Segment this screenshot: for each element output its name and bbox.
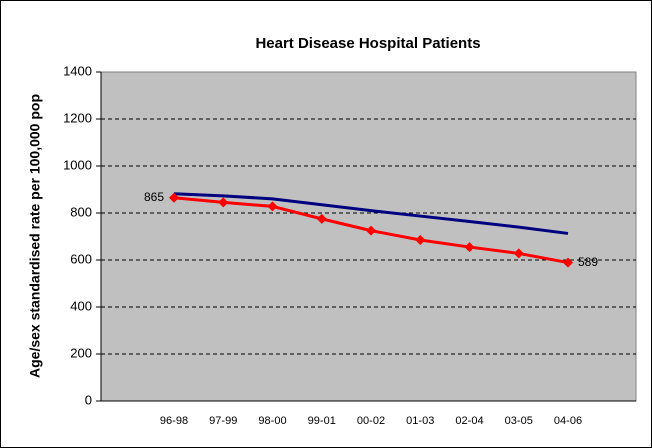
point-marker <box>366 225 376 236</box>
point-marker <box>316 213 327 224</box>
x-tick-label: 99-01 <box>308 415 336 427</box>
x-tick-label: 02-04 <box>455 415 483 427</box>
y-tick-label: 800 <box>70 204 92 219</box>
point-marker <box>267 201 278 212</box>
y-tick-label: 1200 <box>63 110 92 125</box>
plot-area <box>100 71 637 402</box>
point-marker <box>563 257 573 268</box>
point-marker <box>464 242 475 253</box>
data-label: 865 <box>144 190 164 204</box>
x-tick-label: 98-00 <box>258 415 286 427</box>
y-tick-label: 400 <box>70 298 92 313</box>
x-tick-label: 97-99 <box>209 415 237 427</box>
y-tick-label: 1400 <box>63 63 92 78</box>
x-tick-label: 00-02 <box>357 415 385 427</box>
y-tick-label: 1000 <box>63 157 92 172</box>
y-tick-label: 600 <box>70 251 92 266</box>
x-tick-label: 03-05 <box>505 415 533 427</box>
y-tick-label: 200 <box>70 345 92 360</box>
point-marker <box>415 235 426 246</box>
y-axis-label: Age/sex standardised rate per 100,000 po… <box>27 94 43 378</box>
chart-title: Heart Disease Hospital Patients <box>255 35 480 52</box>
y-tick-label: 0 <box>85 392 92 407</box>
point-marker <box>169 192 179 203</box>
x-tick-label: 04-06 <box>554 415 582 427</box>
data-label: 589 <box>578 255 598 269</box>
x-tick-label: 96-98 <box>160 415 188 427</box>
point-marker <box>513 248 524 259</box>
x-tick-label: 01-03 <box>406 415 434 427</box>
series-line <box>173 192 569 235</box>
point-marker <box>218 197 229 208</box>
